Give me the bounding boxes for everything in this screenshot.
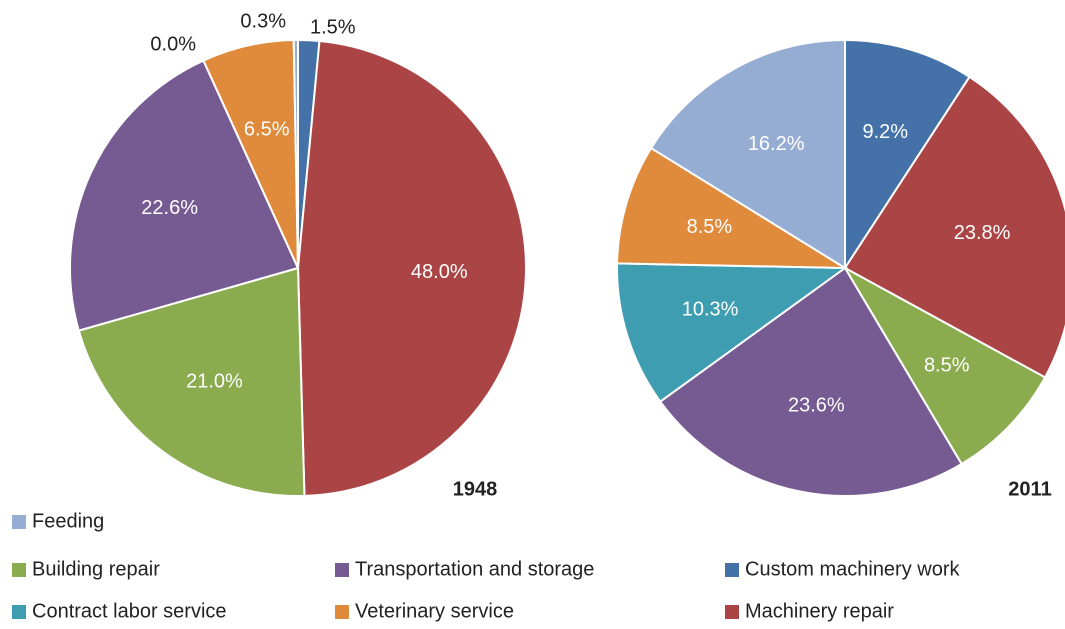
legend-label: Transportation and storage <box>355 558 594 580</box>
legend-label: Building repair <box>32 558 160 580</box>
pie-slice <box>616 262 849 404</box>
chart-title: 1948 <box>453 478 498 500</box>
data-label: 8.5% <box>687 216 733 238</box>
data-label: 9.2% <box>862 121 908 143</box>
pie-slice <box>296 39 527 497</box>
data-label: 10.3% <box>682 298 739 320</box>
data-label: 23.6% <box>788 395 845 417</box>
data-label: 22.6% <box>141 197 198 219</box>
legend-label: Custom machinery work <box>745 558 961 580</box>
data-label: 23.8% <box>954 222 1011 244</box>
pie-slice <box>844 38 971 272</box>
pie-slice <box>69 59 300 332</box>
chart-title: 2011 <box>1008 478 1051 500</box>
pie-slice <box>77 266 306 497</box>
legend-swatch <box>12 515 26 529</box>
pie-slice <box>649 38 846 270</box>
legend-swatch <box>335 563 349 577</box>
legend-swatch <box>335 605 349 619</box>
pie-slice <box>842 265 1047 466</box>
data-label: 16.2% <box>748 133 805 155</box>
data-label: 6.5% <box>244 118 290 140</box>
legend-swatch <box>725 605 739 619</box>
pie-slice <box>658 266 963 497</box>
legend-swatch <box>725 563 739 577</box>
pie-slice <box>843 75 1065 379</box>
data-label: 0.3% <box>240 10 286 32</box>
data-label: 21.0% <box>186 370 243 392</box>
legend-swatch <box>12 605 26 619</box>
data-label: 1.5% <box>310 16 356 38</box>
legend-label: Veterinary service <box>355 600 514 622</box>
data-label: 8.5% <box>924 354 970 376</box>
legend-label: Machinery repair <box>745 600 894 622</box>
pie-slice <box>616 146 849 270</box>
data-label: 48.0% <box>411 261 468 283</box>
legend-label: Feeding <box>32 510 104 532</box>
legend-label: Contract labor service <box>32 600 227 622</box>
data-label: 0.0% <box>150 33 196 55</box>
legend-swatch <box>12 563 26 577</box>
pie-slice <box>292 38 299 269</box>
